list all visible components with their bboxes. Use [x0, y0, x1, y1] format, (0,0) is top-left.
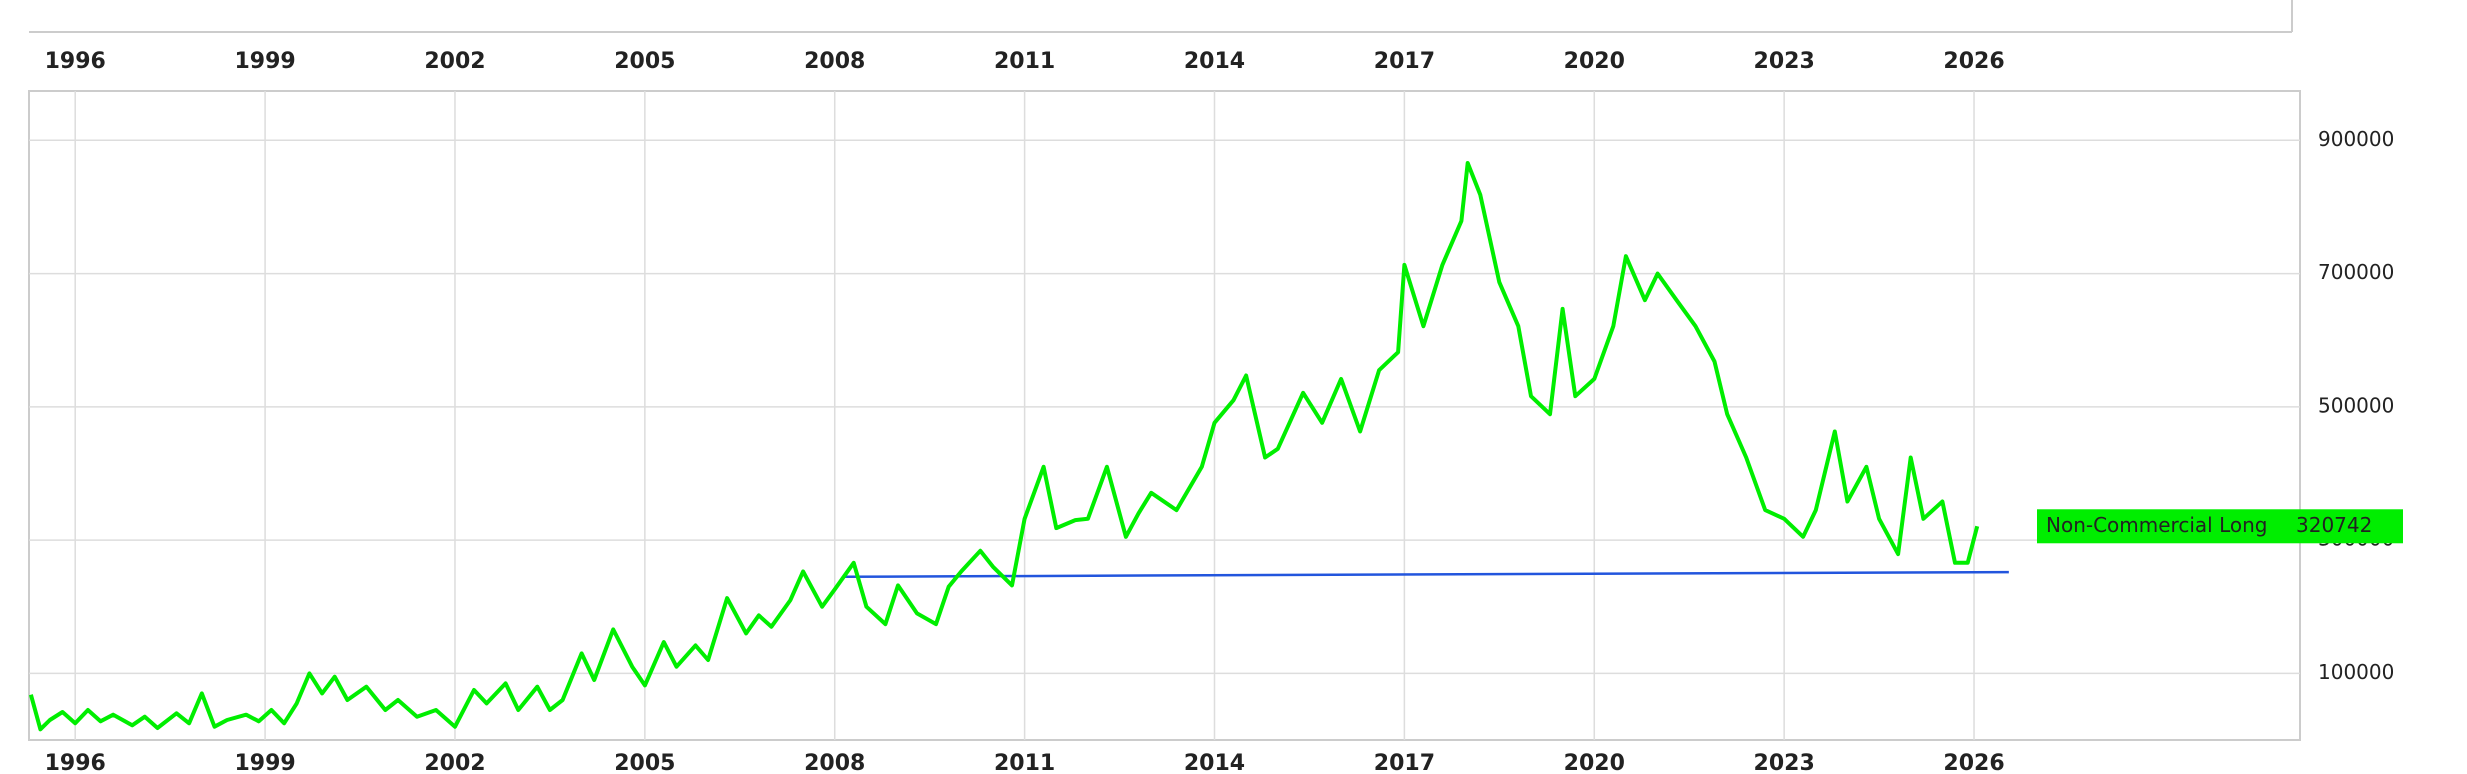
x-tick-label: 2026 [1943, 751, 2004, 774]
x-tick-label-top: 2026 [1943, 49, 2004, 74]
x-tick-label: 2002 [424, 751, 485, 774]
y-tick-label: 700000 [2318, 260, 2394, 284]
x-tick-label-top: 1996 [45, 49, 106, 74]
x-tick-label: 2008 [804, 751, 865, 774]
x-tick-label-top: 2017 [1374, 49, 1435, 74]
x-tick-label-top: 1999 [234, 49, 295, 74]
x-tick-label: 2023 [1754, 751, 1815, 774]
x-tick-label: 2005 [614, 751, 675, 774]
series-line [28, 161, 1980, 732]
x-tick-label-top: 2014 [1184, 49, 1245, 74]
x-tick-label: 2014 [1184, 751, 1245, 774]
x-tick-label-top: 2008 [804, 49, 865, 74]
x-tick-label-top: 2005 [614, 49, 675, 74]
x-tick-label: 2020 [1564, 751, 1625, 774]
x-tick-label: 1999 [234, 751, 295, 774]
y-tick-label: 900000 [2318, 127, 2394, 151]
reference-line [844, 570, 2009, 578]
x-tick-label-top: 2023 [1754, 49, 1815, 74]
x-tick-label-top: 2011 [994, 49, 1055, 74]
x-tick-label: 2017 [1374, 751, 1435, 774]
series-tag-box [2037, 509, 2403, 544]
series-name: Non-Commercial Long [2046, 513, 2267, 537]
y-tick-label: 100000 [2318, 660, 2394, 684]
x-tick-label: 2011 [994, 751, 1055, 774]
x-tick-label: 1996 [45, 751, 106, 774]
plot-frame [28, 90, 2301, 741]
y-tick-label: 500000 [2318, 393, 2394, 417]
last-value-label: 320742 [2296, 513, 2372, 537]
x-tick-label-top: 2020 [1564, 49, 1625, 74]
x-tick-label-top: 2002 [424, 49, 485, 74]
